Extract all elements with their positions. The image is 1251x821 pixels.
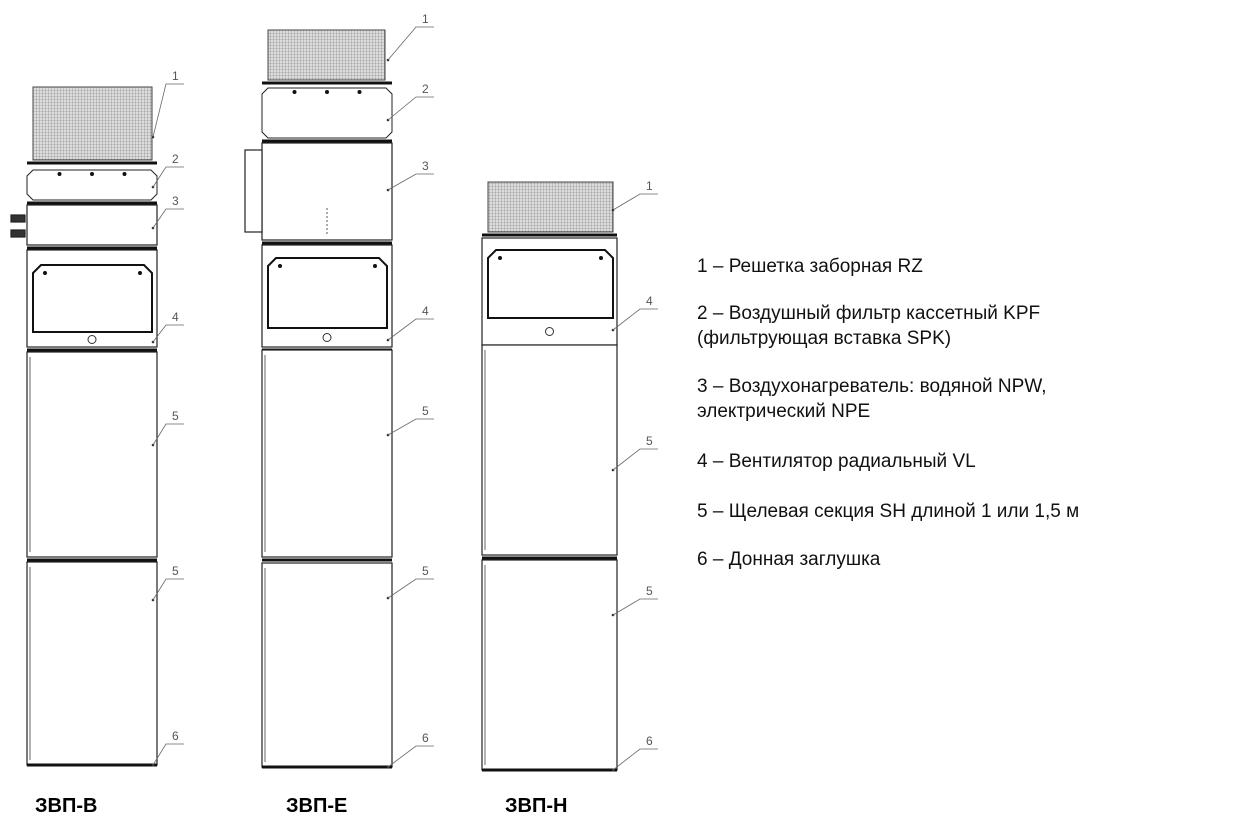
leader: [388, 174, 434, 190]
leader: [613, 449, 658, 470]
legend-line: 5 – Щелевая секция SH длиной 1 или 1,5 м: [697, 501, 1079, 522]
callout: 1: [172, 69, 179, 83]
leader: [153, 325, 184, 342]
callout: 4: [422, 304, 429, 318]
heater: [27, 205, 157, 245]
leader: [153, 167, 184, 187]
fan-window: [33, 265, 152, 332]
callout: 4: [646, 294, 653, 308]
leader: [388, 319, 434, 340]
filter: [262, 88, 392, 138]
callout: 3: [422, 159, 429, 173]
leader: [153, 209, 184, 228]
leader: [388, 419, 434, 435]
legend-line: 4 – Вентилятор радиальный VL: [697, 451, 976, 472]
control-box: [245, 150, 262, 232]
callout: 1: [422, 12, 429, 26]
callout: 5: [172, 564, 179, 578]
leader: [153, 579, 184, 600]
callout: 2: [422, 82, 429, 96]
callout: 6: [646, 734, 653, 748]
leader: [153, 744, 184, 765]
callout: 4: [172, 310, 179, 324]
bolt: [599, 256, 603, 260]
diagram: 1 2 3 4 5 5 6 ЗВП-В 1 2 3 4 5 5 6 ЗВП-Е 1 4 5 5 6 ЗВП-Н 1 – Ре…: [0, 0, 1251, 821]
bolt: [43, 271, 47, 275]
legend-line: электрический NPE: [697, 401, 870, 422]
slot-section: [27, 352, 157, 557]
leader: [388, 746, 434, 767]
callout: 1: [646, 179, 653, 193]
leader: [153, 424, 184, 445]
bolt: [325, 90, 329, 94]
bolt: [358, 90, 362, 94]
slot-section: [262, 350, 392, 557]
leader: [388, 97, 434, 120]
legend-line: 6 – Донная заглушка: [697, 549, 881, 570]
bolt: [278, 264, 282, 268]
leader: [613, 749, 658, 770]
slot-section: [262, 563, 392, 767]
leader: [388, 579, 434, 598]
bolt: [58, 172, 62, 176]
bolt: [90, 172, 94, 176]
callout: 5: [172, 409, 179, 423]
legend-line: 1 – Решетка заборная RZ: [697, 256, 923, 277]
slot-section: [27, 562, 157, 765]
callout: 5: [646, 584, 653, 598]
slot-section: [482, 560, 617, 770]
leader: [388, 27, 434, 60]
callout: 6: [422, 731, 429, 745]
bolt: [293, 90, 297, 94]
unit-caption: ЗВП-В: [35, 795, 97, 817]
leader: [613, 309, 658, 330]
bolt: [123, 172, 127, 176]
bolt: [498, 256, 502, 260]
leader: [613, 599, 658, 615]
unit-caption: ЗВП-Е: [286, 795, 347, 817]
legend-line: 2 – Воздушный фильтр кассетный KPF: [697, 303, 1040, 324]
callout: 6: [172, 729, 179, 743]
callout: 3: [172, 194, 179, 208]
grille: [488, 182, 613, 232]
leader: [613, 194, 658, 210]
callout: 5: [646, 434, 653, 448]
fan-window: [268, 258, 387, 328]
unit-caption: ЗВП-Н: [505, 795, 567, 817]
callout: 2: [172, 152, 179, 166]
grille: [33, 87, 152, 160]
fan-window: [488, 250, 613, 318]
grille: [268, 30, 385, 80]
pipe: [11, 230, 25, 237]
slot-section: [482, 345, 617, 555]
leader: [153, 84, 184, 137]
pipe: [11, 215, 25, 222]
bolt: [138, 271, 142, 275]
legend-line: 3 – Воздухонагреватель: водяной NPW,: [697, 376, 1047, 397]
legend-line: (фильтрующая вставка SPK): [697, 328, 951, 349]
callout: 5: [422, 404, 429, 418]
callout: 5: [422, 564, 429, 578]
bolt: [373, 264, 377, 268]
